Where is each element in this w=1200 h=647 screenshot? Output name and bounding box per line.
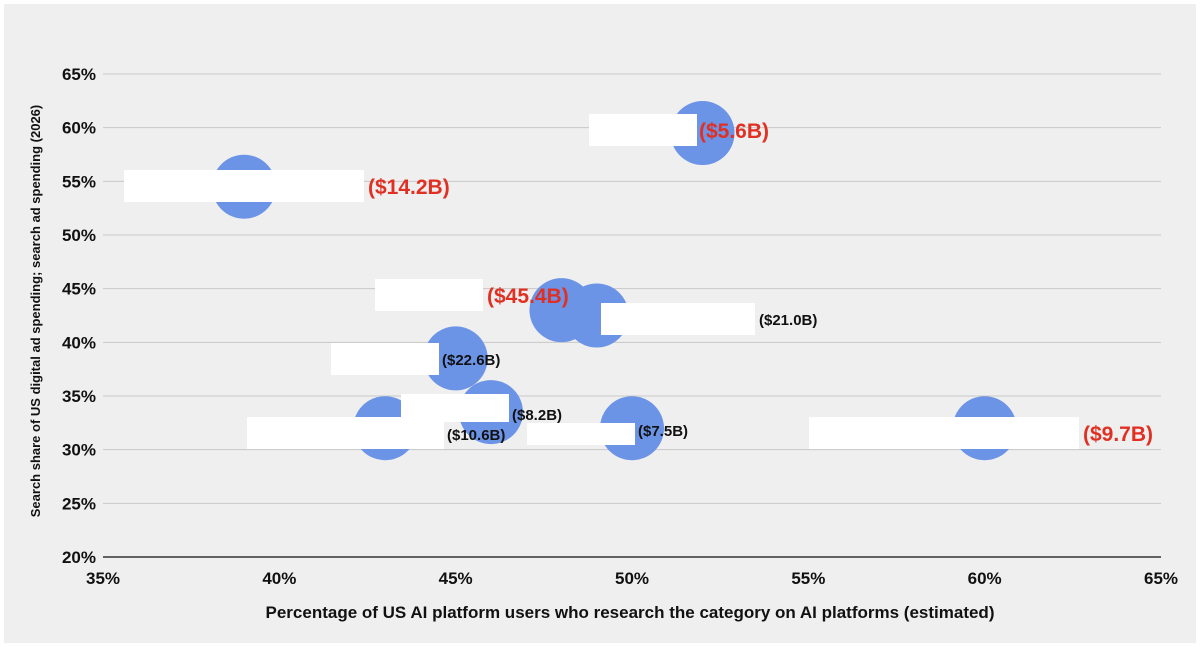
bubble-chart: 20% 25% 30% 35% 40% 45% 50% 55% 60% 65% 35% 40% 45%… xyxy=(28,65,1178,622)
label-box xyxy=(247,417,444,449)
x-axis-title: Percentage of US AI platform users who r… xyxy=(266,603,995,622)
data-label: ($45.4B) xyxy=(487,285,569,308)
x-tick-label: 50% xyxy=(615,569,649,588)
bubble-point xyxy=(423,326,488,391)
y-axis-ticks: 20% 25% 30% 35% 40% 45% 50% 55% 60% 65% xyxy=(62,65,96,567)
x-tick-label: 35% xyxy=(86,569,120,588)
label-box xyxy=(527,423,635,445)
x-axis-ticks: 35% 40% 45% 50% 55% 60% 65% xyxy=(86,569,1178,588)
label-box xyxy=(124,170,364,202)
y-tick-label: 60% xyxy=(62,119,96,138)
y-tick-label: 55% xyxy=(62,172,96,191)
x-tick-label: 60% xyxy=(968,569,1002,588)
y-tick-label: 45% xyxy=(62,280,96,299)
label-box xyxy=(375,279,483,311)
data-label: ($8.2B) xyxy=(512,407,562,424)
y-tick-label: 40% xyxy=(62,333,96,352)
y-axis-title: Search share of US digital ad spending; … xyxy=(28,105,43,518)
label-boxes xyxy=(124,114,1079,449)
bubbles xyxy=(212,101,1017,461)
label-box xyxy=(589,114,697,146)
data-labels: ($14.2B) ($5.6B) ($45.4B) ($21.0B) ($22.6B) (… xyxy=(368,120,1153,446)
data-label: ($5.6B) xyxy=(699,120,769,143)
y-tick-label: 35% xyxy=(62,387,96,406)
data-label: ($9.7B) xyxy=(1083,423,1153,446)
label-box xyxy=(331,343,439,375)
y-tick-label: 30% xyxy=(62,441,96,460)
label-box xyxy=(601,303,755,335)
data-label: ($14.2B) xyxy=(368,176,450,199)
y-tick-label: 25% xyxy=(62,494,96,513)
x-tick-label: 45% xyxy=(439,569,473,588)
data-label: ($7.5B) xyxy=(638,423,688,440)
data-label: ($22.6B) xyxy=(442,352,500,369)
x-tick-label: 55% xyxy=(791,569,825,588)
x-tick-label: 65% xyxy=(1144,569,1178,588)
data-label: ($21.0B) xyxy=(759,312,817,329)
chart-frame: 20% 25% 30% 35% 40% 45% 50% 55% 60% 65% 35% 40% 45%… xyxy=(4,4,1196,643)
x-tick-label: 40% xyxy=(262,569,296,588)
y-tick-label: 65% xyxy=(62,65,96,84)
data-label: ($10.6B) xyxy=(447,427,505,444)
label-box xyxy=(809,417,1079,449)
y-tick-label: 50% xyxy=(62,226,96,245)
y-tick-label: 20% xyxy=(62,548,96,567)
